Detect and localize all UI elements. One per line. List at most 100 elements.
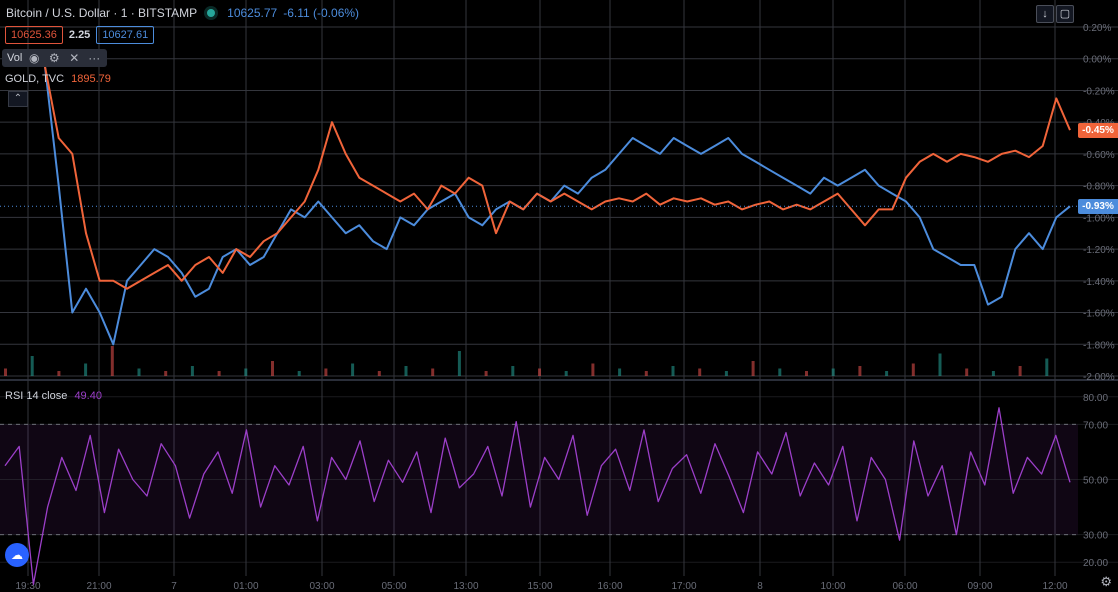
bid-ask-row: 10625.36 2.25 10627.61 xyxy=(5,26,155,44)
volume-bar xyxy=(244,368,248,376)
y-tick-label: -1.80% xyxy=(1083,340,1115,351)
volume-bar xyxy=(4,368,7,376)
y-tick-label: -0.20% xyxy=(1083,86,1115,97)
volume-bar xyxy=(911,363,915,376)
rsi-y-tick-label: 50.00 xyxy=(1083,476,1108,487)
x-tick-label: 16:00 xyxy=(597,581,622,592)
y-tick-label: -0.60% xyxy=(1083,150,1115,161)
volume-bar xyxy=(671,366,675,376)
gear-icon[interactable]: ⚙ xyxy=(48,51,60,65)
rsi-line xyxy=(4,407,1071,585)
gold-price-tag: -0.45% xyxy=(1078,123,1118,138)
volume-bar xyxy=(164,371,168,376)
volume-bar xyxy=(564,371,568,376)
volume-bar xyxy=(324,368,328,376)
volume-bar xyxy=(30,356,34,376)
volume-bar xyxy=(724,371,728,376)
volume-bar xyxy=(538,368,541,376)
volume-bar xyxy=(404,366,408,376)
tradingview-logo-icon[interactable]: ☁ xyxy=(5,543,29,567)
volume-bar xyxy=(377,371,381,376)
volume-label[interactable]: Vol xyxy=(7,52,23,64)
rsi-label[interactable]: RSI 14 close xyxy=(5,390,68,402)
rsi-y-tick-label: 70.00 xyxy=(1083,420,1108,431)
x-tick-label: 21:00 xyxy=(86,581,111,592)
volume-bar xyxy=(1018,366,1022,376)
spread-value: 2.25 xyxy=(68,29,91,41)
x-tick-label: 12:00 xyxy=(1042,581,1067,592)
y-tick-label: -2.00% xyxy=(1083,372,1115,383)
ask-price[interactable]: 10627.61 xyxy=(96,26,155,44)
x-tick-label: 13:00 xyxy=(453,581,478,592)
y-tick-label: -1.40% xyxy=(1083,277,1115,288)
settings-gear-icon[interactable]: ⚙ xyxy=(1100,574,1112,589)
volume-bar xyxy=(351,363,355,376)
volume-bar xyxy=(831,368,835,376)
x-tick-label: 17:00 xyxy=(671,581,696,592)
volume-bar xyxy=(644,371,648,376)
x-tick-label: 15:00 xyxy=(527,581,552,592)
volume-bar xyxy=(217,371,221,376)
y-tick-label: -1.20% xyxy=(1083,245,1115,256)
volume-bar xyxy=(778,368,782,376)
x-tick-label: 7 xyxy=(171,581,177,592)
bid-price[interactable]: 10625.36 xyxy=(5,26,63,44)
volume-bar xyxy=(484,371,488,376)
btc-price-tag: -0.93% xyxy=(1078,199,1118,214)
compare-label[interactable]: GOLD, TVC xyxy=(5,73,65,85)
btc-price-line xyxy=(44,66,1071,346)
maximize-icon[interactable]: ▢ xyxy=(1056,5,1074,23)
x-tick-label: 05:00 xyxy=(381,581,406,592)
volume-bar xyxy=(431,368,435,376)
y-tick-label: 0.20% xyxy=(1083,23,1111,34)
volume-legend: Vol ◉ ⚙ ✕ ··· xyxy=(2,49,108,67)
symbol-header: Bitcoin / U.S. Dollar · 1 · BITSTAMP 106… xyxy=(6,6,359,20)
symbol-title[interactable]: Bitcoin / U.S. Dollar · 1 · BITSTAMP xyxy=(6,6,198,20)
volume-bar xyxy=(297,371,301,376)
x-tick-label: 03:00 xyxy=(309,581,334,592)
close-icon[interactable]: ✕ xyxy=(69,51,80,65)
volume-bar xyxy=(190,366,194,376)
volume-bar xyxy=(991,371,995,376)
volume-bar xyxy=(457,351,461,376)
compare-value: 1895.79 xyxy=(71,73,111,85)
volume-bar xyxy=(110,346,114,376)
market-status-icon xyxy=(207,9,216,17)
x-tick-label: 8 xyxy=(757,581,763,592)
eye-icon[interactable]: ◉ xyxy=(29,51,40,65)
volume-bar xyxy=(84,363,88,376)
volume-bar xyxy=(271,361,274,376)
rsi-value: 49.40 xyxy=(74,390,102,402)
volume-bar xyxy=(511,366,515,376)
volume-bar xyxy=(591,363,595,376)
volume-bar xyxy=(137,368,141,376)
volume-bar xyxy=(751,361,755,376)
volume-bar xyxy=(618,368,622,376)
volume-bar xyxy=(57,371,61,376)
price-change: -6.11 (-0.06%) xyxy=(283,6,360,20)
volume-bar xyxy=(885,371,889,376)
y-tick-label: -0.80% xyxy=(1083,182,1115,193)
volume-bar xyxy=(858,366,862,376)
x-tick-label: 10:00 xyxy=(820,581,845,592)
last-price: 10625.77 xyxy=(227,6,278,20)
gold-price-line xyxy=(44,66,1071,290)
y-tick-label: -1.00% xyxy=(1083,213,1115,224)
volume-bar xyxy=(1045,358,1049,376)
collapse-legend-button[interactable]: ⌃ xyxy=(8,91,28,107)
y-tick-label: 0.00% xyxy=(1083,55,1111,66)
arrow-down-icon[interactable]: ↓ xyxy=(1036,5,1054,23)
compare-legend: GOLD, TVC 1895.79 xyxy=(5,73,111,85)
x-tick-label: 06:00 xyxy=(892,581,917,592)
rsi-y-tick-label: 20.00 xyxy=(1083,558,1108,569)
rsi-y-tick-label: 30.00 xyxy=(1083,531,1108,542)
more-icon[interactable]: ··· xyxy=(88,51,101,65)
rsi-y-tick-label: 80.00 xyxy=(1083,393,1108,404)
volume-bar xyxy=(938,353,942,376)
y-tick-label: -1.60% xyxy=(1083,309,1115,320)
x-tick-label: 19:30 xyxy=(15,581,40,592)
volume-bar xyxy=(965,368,969,376)
volume-bar xyxy=(805,371,808,376)
x-tick-label: 01:00 xyxy=(233,581,258,592)
